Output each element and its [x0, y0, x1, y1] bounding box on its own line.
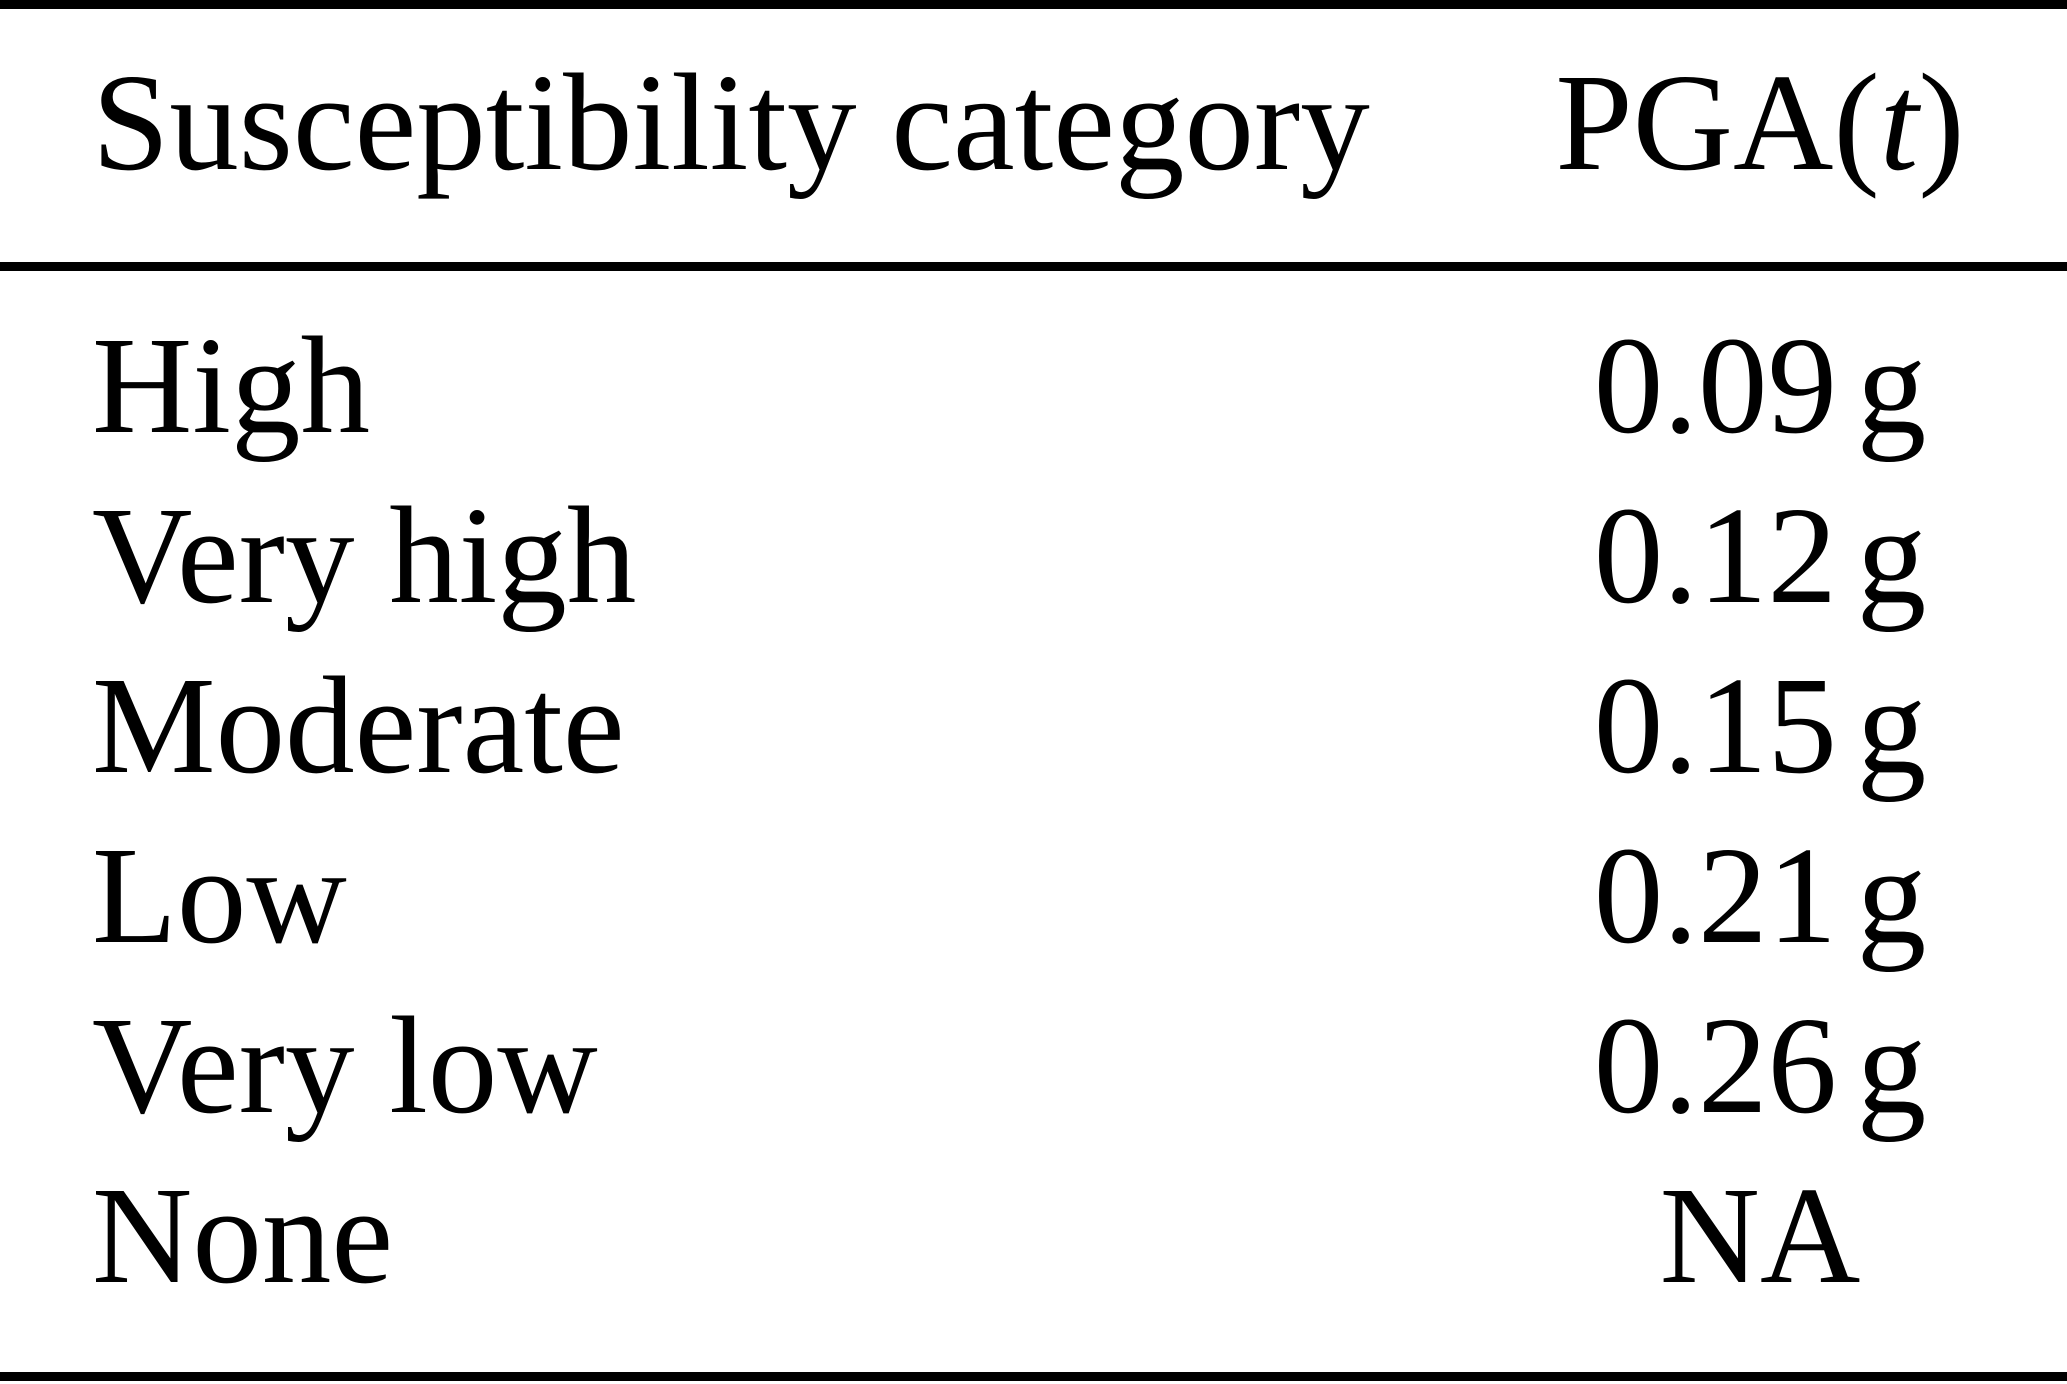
pga-label-prefix: PGA(	[1555, 45, 1880, 200]
pga-value-cell: 0.26 g	[1593, 989, 1927, 1143]
category-cell: Low	[92, 819, 347, 973]
column-header-susceptibility-category: Susceptibility category	[92, 45, 1370, 200]
pga-value-cell: 0.15 g	[1593, 649, 1927, 803]
pga-value-cell: 0.21 g	[1593, 819, 1927, 973]
table-bottom-rule	[0, 1372, 2067, 1381]
category-cell: None	[92, 1159, 394, 1313]
pga-value-cell: 0.12 g	[1593, 479, 1927, 633]
category-cell: Very low	[92, 989, 598, 1143]
pga-value-cell: 0.09 g	[1593, 309, 1927, 463]
table-row: Moderate 0.15 g	[0, 641, 2067, 811]
column-header-pga: PGA(t)	[1453, 43, 2067, 203]
table-row: Very low 0.26 g	[0, 981, 2067, 1151]
pga-label-variable: t	[1879, 45, 1919, 200]
pga-value-cell: NA	[1659, 1159, 1861, 1313]
table-row: High 0.09 g	[0, 301, 2067, 471]
category-cell: High	[92, 309, 370, 463]
table-header-rule	[0, 262, 2067, 271]
table-header-row: Susceptibility category PGA(t)	[0, 9, 2067, 262]
table-row: Low 0.21 g	[0, 811, 2067, 981]
table-top-rule	[0, 0, 2067, 9]
pga-label-suffix: )	[1918, 45, 1965, 200]
category-cell: Moderate	[92, 649, 625, 803]
table-row: Very high 0.12 g	[0, 471, 2067, 641]
table-body: High 0.09 g Very high 0.12 g Moderate 0.…	[0, 271, 2067, 1372]
category-cell: Very high	[92, 479, 637, 633]
table-row: None NA	[0, 1151, 2067, 1321]
